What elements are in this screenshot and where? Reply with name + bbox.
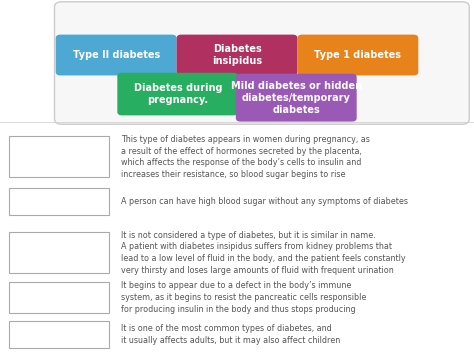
Text: It begins to appear due to a defect in the body’s immune
system, as it begins to: It begins to appear due to a defect in t… bbox=[121, 281, 366, 314]
FancyBboxPatch shape bbox=[9, 188, 109, 215]
FancyBboxPatch shape bbox=[9, 282, 109, 313]
Text: It is not considered a type of diabetes, but it is similar in name.
A patient wi: It is not considered a type of diabetes,… bbox=[121, 230, 405, 275]
Text: Mild diabetes or hidden
diabetes/temporary
diabetes: Mild diabetes or hidden diabetes/tempora… bbox=[231, 81, 362, 115]
FancyBboxPatch shape bbox=[298, 35, 418, 75]
Text: It is one of the most common types of diabetes, and
it usually affects adults, b: It is one of the most common types of di… bbox=[121, 324, 340, 345]
FancyBboxPatch shape bbox=[9, 233, 109, 273]
FancyBboxPatch shape bbox=[117, 73, 238, 115]
Text: Diabetes during
pregnancy.: Diabetes during pregnancy. bbox=[134, 83, 222, 105]
Text: Type 1 diabetes: Type 1 diabetes bbox=[314, 50, 401, 60]
Text: A person can have high blood sugar without any symptoms of diabetes: A person can have high blood sugar witho… bbox=[121, 197, 408, 206]
FancyBboxPatch shape bbox=[236, 74, 356, 121]
FancyBboxPatch shape bbox=[56, 35, 176, 75]
FancyBboxPatch shape bbox=[9, 136, 109, 177]
Text: This type of diabetes appears in women during pregnancy, as
a result of the effe: This type of diabetes appears in women d… bbox=[121, 135, 370, 179]
FancyBboxPatch shape bbox=[9, 322, 109, 348]
Text: Diabetes
insipidus: Diabetes insipidus bbox=[212, 44, 262, 66]
Text: Type II diabetes: Type II diabetes bbox=[73, 50, 160, 60]
FancyBboxPatch shape bbox=[55, 2, 469, 124]
FancyBboxPatch shape bbox=[176, 35, 298, 75]
